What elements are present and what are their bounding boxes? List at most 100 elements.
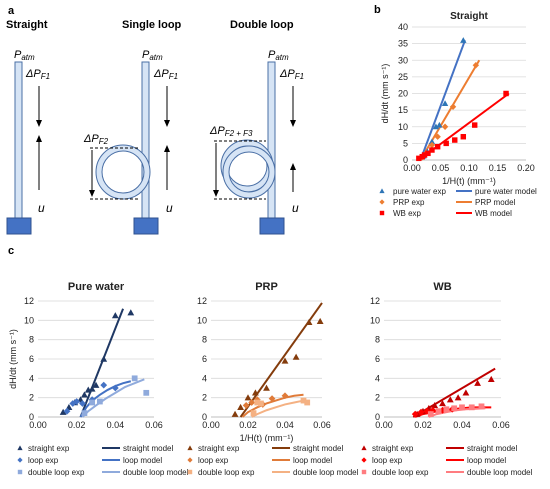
x-tick-label: 0.06: [313, 420, 331, 430]
chart-prp: 0 2 4 6 8 10 12 0.00 0.02 0.04 0.06 PRP 1/H(t) (mm⁻¹…: [197, 281, 331, 443]
x-tick-label: 0.04: [276, 420, 294, 430]
legend-label: loop model: [467, 456, 506, 465]
y-tick-label: 0: [202, 412, 207, 422]
straight-reservoir: [6, 217, 32, 235]
legend-label: loop exp: [28, 456, 59, 465]
data-point-WB-exp: [443, 140, 449, 147]
legend-marker: [379, 188, 385, 194]
dp-f2-label: ΔPF2: [83, 133, 109, 146]
y-tick-label: 25: [398, 72, 408, 82]
data-point-straight-exp: [100, 355, 108, 362]
legend-label: loop exp: [198, 456, 229, 465]
y-tick-label: 4: [375, 373, 380, 383]
data-point-double-loop-exp: [468, 404, 475, 411]
legend-marker: [187, 469, 193, 475]
series-line-loop-model: [79, 380, 132, 418]
data-point-double-loop-exp: [131, 375, 138, 382]
series-line-double-loop-model: [81, 378, 145, 418]
x-tick-label: 0.20: [517, 163, 535, 173]
single-u-label: u: [166, 201, 173, 215]
y-tick-label: 10: [24, 315, 34, 325]
y-tick-label: 0: [375, 412, 380, 422]
y-tick-label: 6: [202, 354, 207, 364]
dp-f2f3-label: ΔPF2 + F3: [209, 125, 253, 138]
data-point-straight-exp: [237, 403, 244, 411]
single-dp-f1-arrowhead: [164, 120, 170, 127]
data-point-straight-exp: [59, 408, 67, 415]
data-point-loop-exp: [111, 384, 119, 392]
legend-label: double loop model: [123, 468, 189, 477]
data-point-straight-exp: [462, 389, 470, 396]
y-tick-label: 12: [24, 296, 34, 306]
data-point-loop-exp: [63, 407, 71, 415]
data-point-straight-exp: [244, 394, 252, 401]
data-point-pure-water-exp: [436, 121, 443, 128]
y-tick-label: 6: [375, 354, 380, 364]
data-point-loop-exp: [100, 381, 108, 389]
legend-marker: [187, 457, 193, 463]
data-point-PRP-exp: [434, 133, 441, 140]
data-point-double-loop-exp: [81, 410, 88, 417]
data-point-straight-exp: [474, 379, 481, 386]
double-u-label: u: [292, 201, 299, 215]
y-tick-label: 6: [29, 354, 34, 364]
data-point-WB-exp: [421, 152, 428, 158]
data-point-straight-exp: [263, 384, 270, 391]
data-point-double-loop-exp: [451, 405, 458, 412]
x-tick-label: 0.00: [375, 420, 393, 430]
y-tick-label: 10: [398, 122, 408, 132]
legend-label: straight exp: [198, 444, 240, 453]
legend-label: WB model: [475, 209, 512, 218]
data-point-WB-exp: [452, 137, 458, 143]
dp-f2-arrowhead: [89, 190, 95, 197]
data-point-double-loop-exp: [459, 404, 465, 411]
y-tick-label: 12: [370, 296, 380, 306]
y-tick-label: 35: [398, 39, 408, 49]
legend-label: WB exp: [393, 209, 422, 218]
y-tick-label: 30: [398, 55, 408, 65]
panel-label-a: a: [8, 5, 15, 17]
data-point-straight-exp: [439, 400, 446, 407]
data-point-loop-exp: [439, 406, 446, 414]
legend-label: double loop exp: [198, 468, 255, 477]
data-point-pure-water-exp: [441, 100, 449, 107]
data-point-double-loop-exp: [143, 389, 150, 396]
double-loop-coil-2-inner: [223, 146, 275, 198]
double-p-atm-label: Patm: [268, 49, 289, 62]
x-tick-label: 0.02: [68, 420, 86, 430]
data-point-WB-exp: [434, 143, 441, 150]
x-tick-label: 0.00: [202, 420, 220, 430]
data-point-double-loop-exp: [250, 410, 257, 417]
y-tick-label: 2: [202, 393, 207, 403]
data-point-PRP-exp: [449, 103, 457, 110]
single-p-atm-label: Patm: [142, 49, 163, 62]
data-point-double-loop-exp: [435, 408, 442, 415]
data-point-double-loop-exp: [300, 397, 307, 404]
legend-label: pure water exp: [393, 187, 446, 196]
x-tick-label: 0.02: [239, 420, 257, 430]
data-point-straight-exp: [92, 381, 100, 388]
chart-title: WB: [433, 281, 451, 293]
data-point-straight-exp: [81, 391, 88, 398]
y-tick-label: 0: [29, 412, 34, 422]
data-point-PRP-exp: [441, 123, 449, 130]
y-axis-label: dH/dt (mm s⁻¹): [8, 329, 18, 389]
y-tick-label: 4: [29, 373, 34, 383]
y-tick-label: 40: [398, 22, 408, 32]
data-point-pure-water-exp: [432, 123, 440, 130]
y-tick-label: 8: [29, 335, 34, 345]
data-point-double-loop-exp: [427, 411, 434, 417]
data-point-loop-exp: [79, 400, 86, 407]
data-point-double-loop-exp: [96, 398, 103, 405]
dp-f2f3-arrowhead: [213, 190, 219, 197]
data-point-straight-exp: [127, 309, 135, 316]
x-tick-label: 0.10: [460, 163, 478, 173]
data-point-loop-exp: [411, 410, 419, 418]
x-tick-label: 0.00: [29, 420, 47, 430]
y-axis-label: dH/dt (mm s⁻¹): [380, 64, 390, 124]
data-point-straight-exp: [446, 396, 454, 403]
dp-f1-arrowhead: [36, 120, 42, 127]
legend-label: straight model: [467, 444, 517, 453]
double-dp-f1-arrowhead: [290, 120, 296, 127]
legend-marker: [379, 210, 385, 216]
